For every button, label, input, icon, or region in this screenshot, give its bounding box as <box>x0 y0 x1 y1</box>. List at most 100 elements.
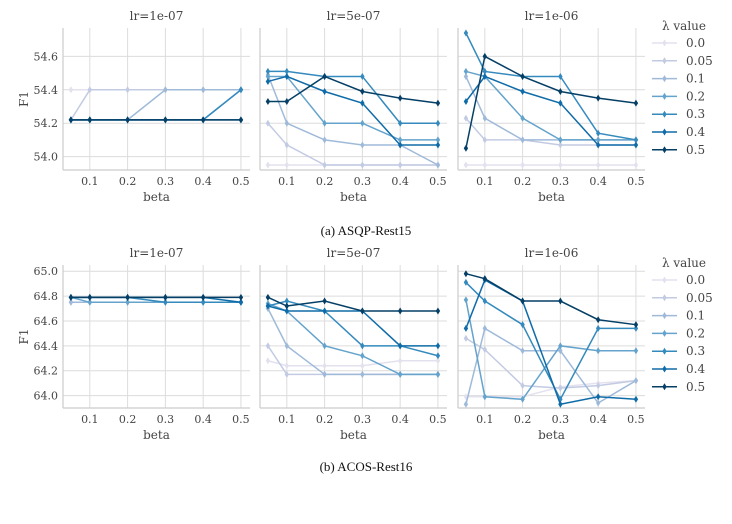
data-point <box>435 370 441 378</box>
data-point <box>265 119 271 127</box>
data-point <box>463 72 469 80</box>
data-point <box>397 161 403 169</box>
data-point <box>322 87 327 95</box>
x-tick-label: 0.1 <box>476 413 494 426</box>
y-tick-label: 64.8 <box>34 290 59 303</box>
x-axis-label: beta <box>143 190 170 204</box>
x-tick-label: 0.1 <box>81 413 99 426</box>
legend-marker <box>662 110 667 118</box>
x-tick-label: 0.4 <box>194 175 212 188</box>
data-point <box>397 136 403 144</box>
x-tick-label: 0.3 <box>552 175 570 188</box>
x-tick-label: 0.3 <box>552 413 570 426</box>
data-point <box>322 119 327 127</box>
data-point <box>595 382 601 390</box>
x-axis-label: beta <box>340 428 367 442</box>
data-point <box>435 136 441 144</box>
data-point <box>558 99 563 107</box>
data-point <box>265 98 271 106</box>
legend-label: 0.05 <box>686 291 713 305</box>
data-point <box>595 141 601 149</box>
legend-label: 0.1 <box>686 72 705 86</box>
legend-label: 0.05 <box>686 54 713 68</box>
data-point <box>360 87 365 95</box>
data-point <box>463 161 469 169</box>
data-point <box>322 72 327 80</box>
data-point <box>125 86 130 94</box>
data-point <box>360 342 365 350</box>
legend-label: 0.0 <box>686 36 705 50</box>
series-line-0.1 <box>267 308 438 376</box>
subplot-title: lr=1e-06 <box>525 246 579 260</box>
data-point <box>520 395 525 403</box>
data-point <box>463 324 469 332</box>
data-point <box>633 141 639 149</box>
data-point <box>284 161 290 169</box>
series-line-0.4 <box>267 305 438 347</box>
data-point <box>463 400 469 408</box>
series-line-0.2 <box>267 75 438 141</box>
legend-label: 0.4 <box>686 362 705 376</box>
x-tick-label: 0.2 <box>514 175 532 188</box>
x-tick-label: 0.5 <box>429 413 447 426</box>
legend-title: λ value <box>662 19 706 33</box>
data-point <box>520 114 525 122</box>
data-point <box>68 86 74 94</box>
data-point <box>68 116 74 124</box>
data-point <box>360 72 365 80</box>
data-point <box>87 86 93 94</box>
legend-label: 0.0 <box>686 273 705 287</box>
data-point <box>360 362 365 370</box>
subplot-title: lr=1e-07 <box>130 246 184 260</box>
data-point <box>435 342 441 350</box>
data-point <box>284 98 290 106</box>
data-point <box>595 161 601 169</box>
legend-marker <box>662 312 667 320</box>
series-line-0.5 <box>267 296 438 312</box>
series-line-0.1 <box>465 76 636 141</box>
data-point <box>360 370 365 378</box>
data-point <box>633 161 639 169</box>
data-point <box>595 399 601 407</box>
x-tick-label: 0.4 <box>391 413 409 426</box>
data-point <box>87 298 93 306</box>
series-line-0.1 <box>70 89 241 121</box>
y-tick-label: 54.4 <box>34 84 59 97</box>
y-tick-label: 64.0 <box>34 390 59 403</box>
data-point <box>482 393 488 401</box>
data-point <box>284 72 290 80</box>
data-point <box>482 52 488 60</box>
legend-label: 0.2 <box>686 326 705 340</box>
x-tick-label: 0.5 <box>232 175 250 188</box>
data-point <box>68 293 74 301</box>
legend-marker <box>662 329 667 337</box>
data-point <box>284 342 290 350</box>
data-point <box>435 141 441 149</box>
series-line-0.0 <box>465 379 636 398</box>
legend-marker <box>662 365 667 373</box>
data-point <box>633 99 639 107</box>
subplot-4: 0.1 0.2 0.3 0.4 0.5 64.0 64.2 64.4 64.6 64.8 65.0 l… <box>17 246 250 442</box>
data-point <box>238 298 244 306</box>
data-point <box>284 119 290 127</box>
data-point <box>284 362 290 370</box>
x-tick-label: 0.3 <box>354 413 372 426</box>
data-point <box>360 352 365 360</box>
data-point <box>397 307 403 315</box>
data-point <box>558 384 563 392</box>
data-point <box>397 94 403 102</box>
y-axis-label: F1 <box>17 329 31 345</box>
data-point <box>435 119 441 127</box>
series-line-0.5 <box>465 272 637 326</box>
data-point <box>265 161 271 169</box>
series-line-0.4 <box>465 75 636 146</box>
subplot-1: 0.1 0.2 0.3 0.4 0.5 54.0 54.2 54.4 54.6 lr=1e-07 b… <box>17 9 250 204</box>
subplot-title: lr=5e-07 <box>327 9 381 23</box>
data-point <box>360 307 365 315</box>
subplot-6: 0.1 0.2 0.3 0.4 0.5 lr=1e-06 beta <box>457 246 645 442</box>
legend-marker <box>662 276 667 284</box>
data-point <box>558 161 563 169</box>
data-point <box>482 324 488 332</box>
subplot-title: lr=1e-07 <box>130 9 184 23</box>
x-tick-label: 0.3 <box>157 175 175 188</box>
